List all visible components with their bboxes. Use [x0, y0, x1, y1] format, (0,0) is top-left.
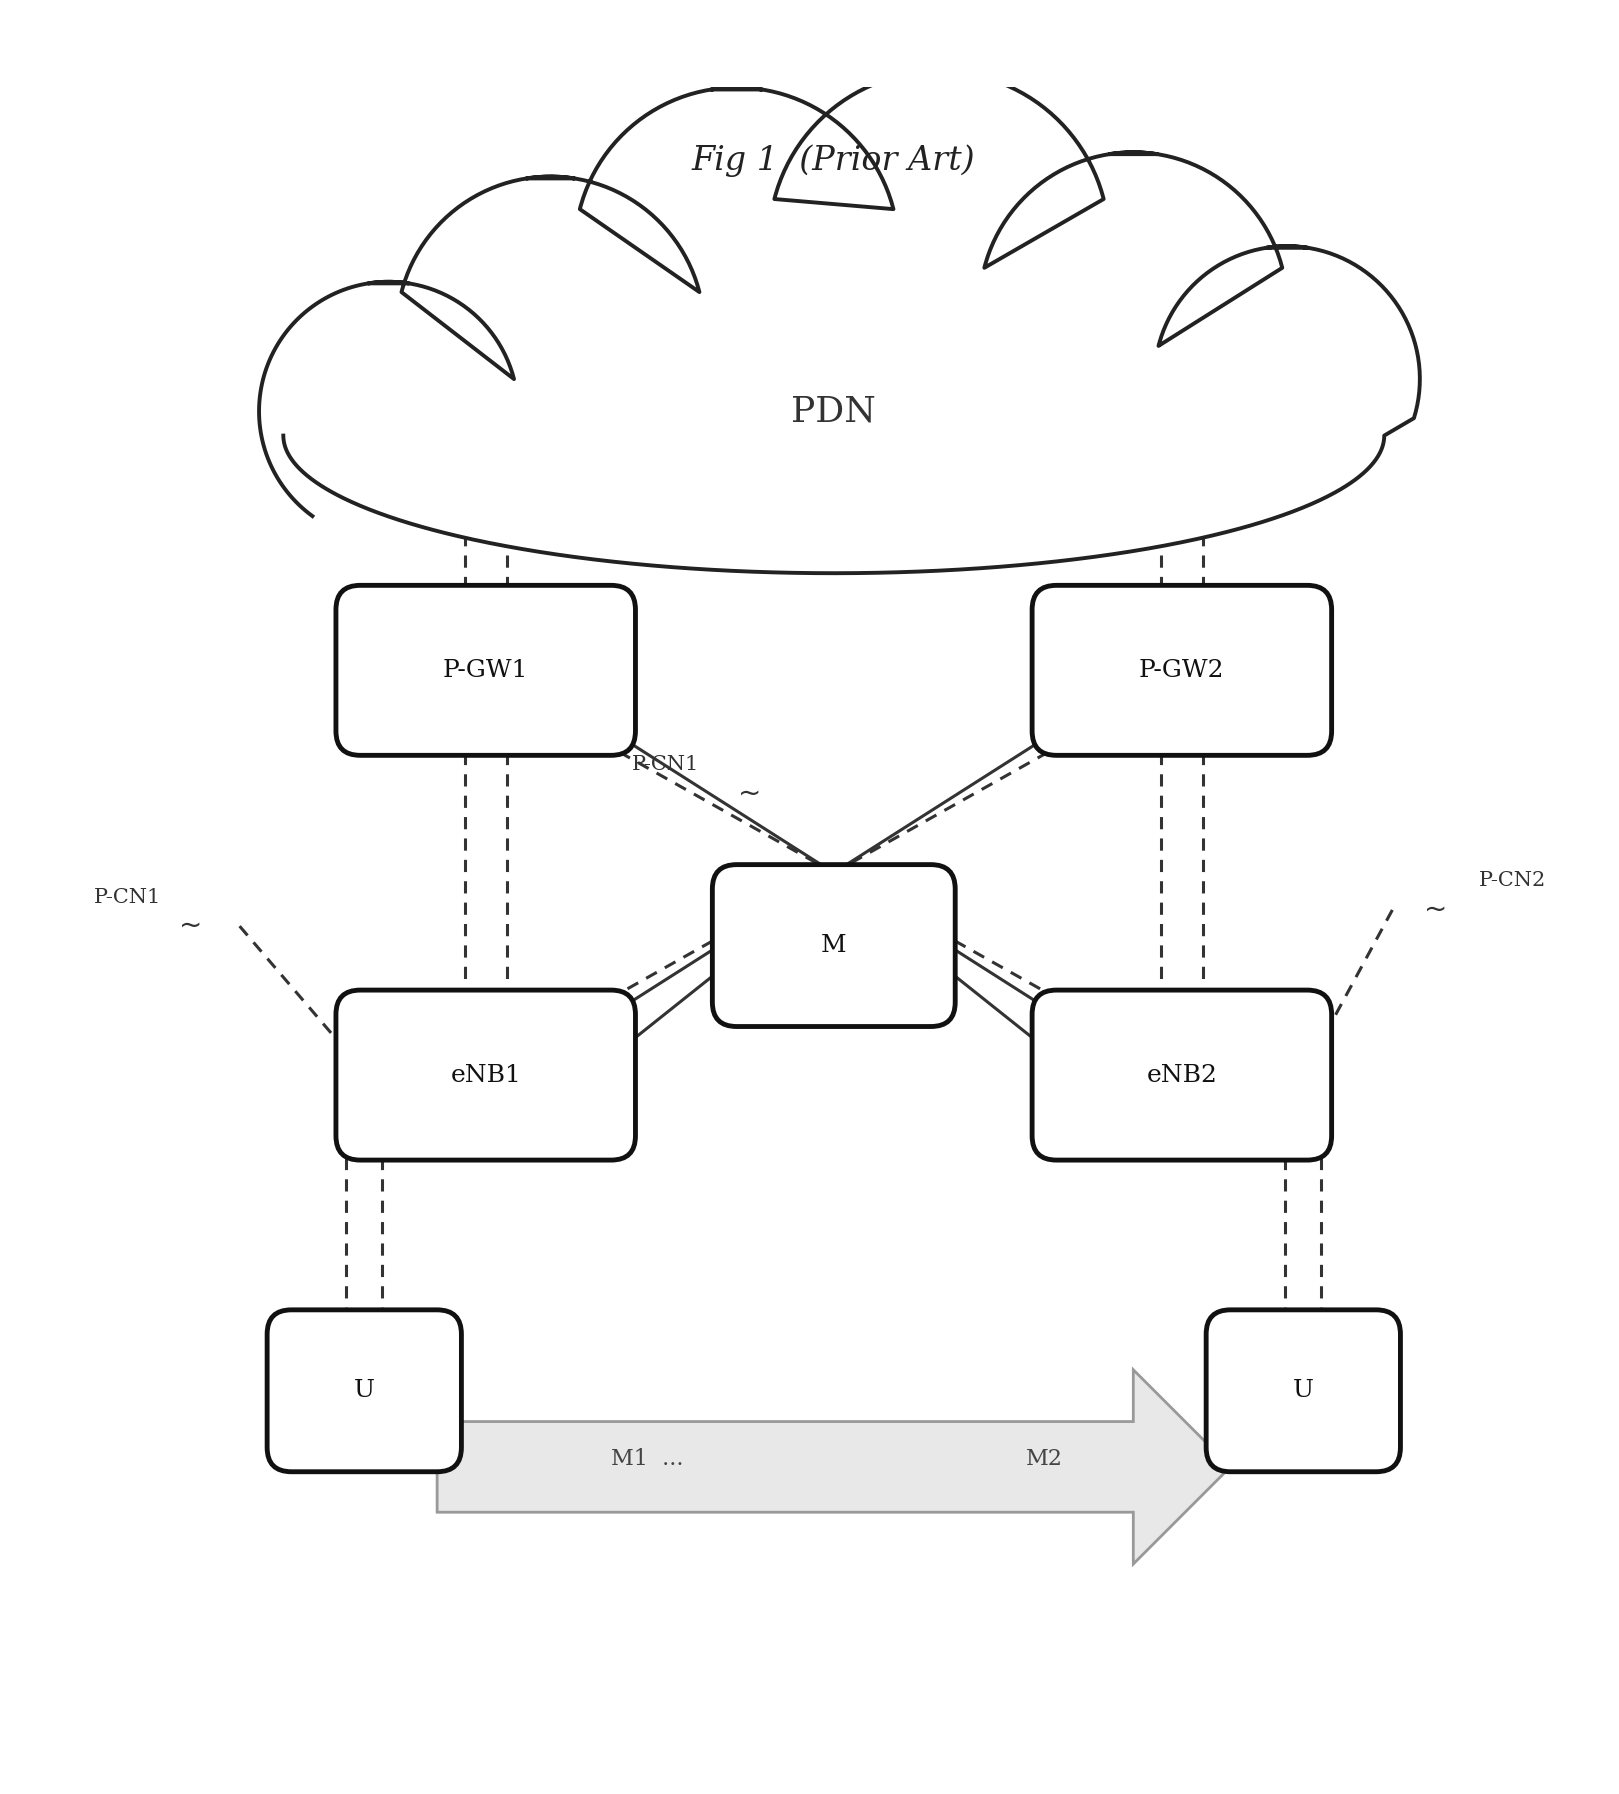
FancyBboxPatch shape: [335, 585, 635, 755]
FancyBboxPatch shape: [712, 865, 955, 1026]
FancyBboxPatch shape: [1033, 990, 1332, 1161]
Text: P-CN1: P-CN1: [94, 888, 162, 906]
Text: ~: ~: [1425, 895, 1447, 924]
Text: U: U: [355, 1380, 374, 1403]
Text: M2: M2: [1026, 1448, 1062, 1469]
Text: eNB2: eNB2: [1146, 1064, 1217, 1087]
Text: P-GW1: P-GW1: [444, 658, 528, 682]
Text: U: U: [1294, 1380, 1313, 1403]
Text: P-CN1: P-CN1: [631, 755, 699, 773]
Text: eNB1: eNB1: [450, 1064, 521, 1087]
Text: ~: ~: [738, 779, 761, 807]
Text: PDN: PDN: [792, 395, 876, 429]
Text: M1  ...: M1 ...: [612, 1448, 683, 1469]
FancyBboxPatch shape: [335, 990, 635, 1161]
FancyBboxPatch shape: [1206, 1310, 1400, 1471]
FancyBboxPatch shape: [267, 1310, 461, 1471]
Text: P-GW2: P-GW2: [1140, 658, 1224, 682]
Text: ~: ~: [180, 911, 202, 940]
Text: M: M: [821, 935, 847, 956]
Polygon shape: [259, 72, 1420, 574]
Polygon shape: [437, 1371, 1230, 1564]
FancyBboxPatch shape: [1033, 585, 1332, 755]
Text: P-CN2: P-CN2: [1478, 872, 1546, 890]
Text: Fig 1  (Prior Art): Fig 1 (Prior Art): [691, 144, 976, 176]
